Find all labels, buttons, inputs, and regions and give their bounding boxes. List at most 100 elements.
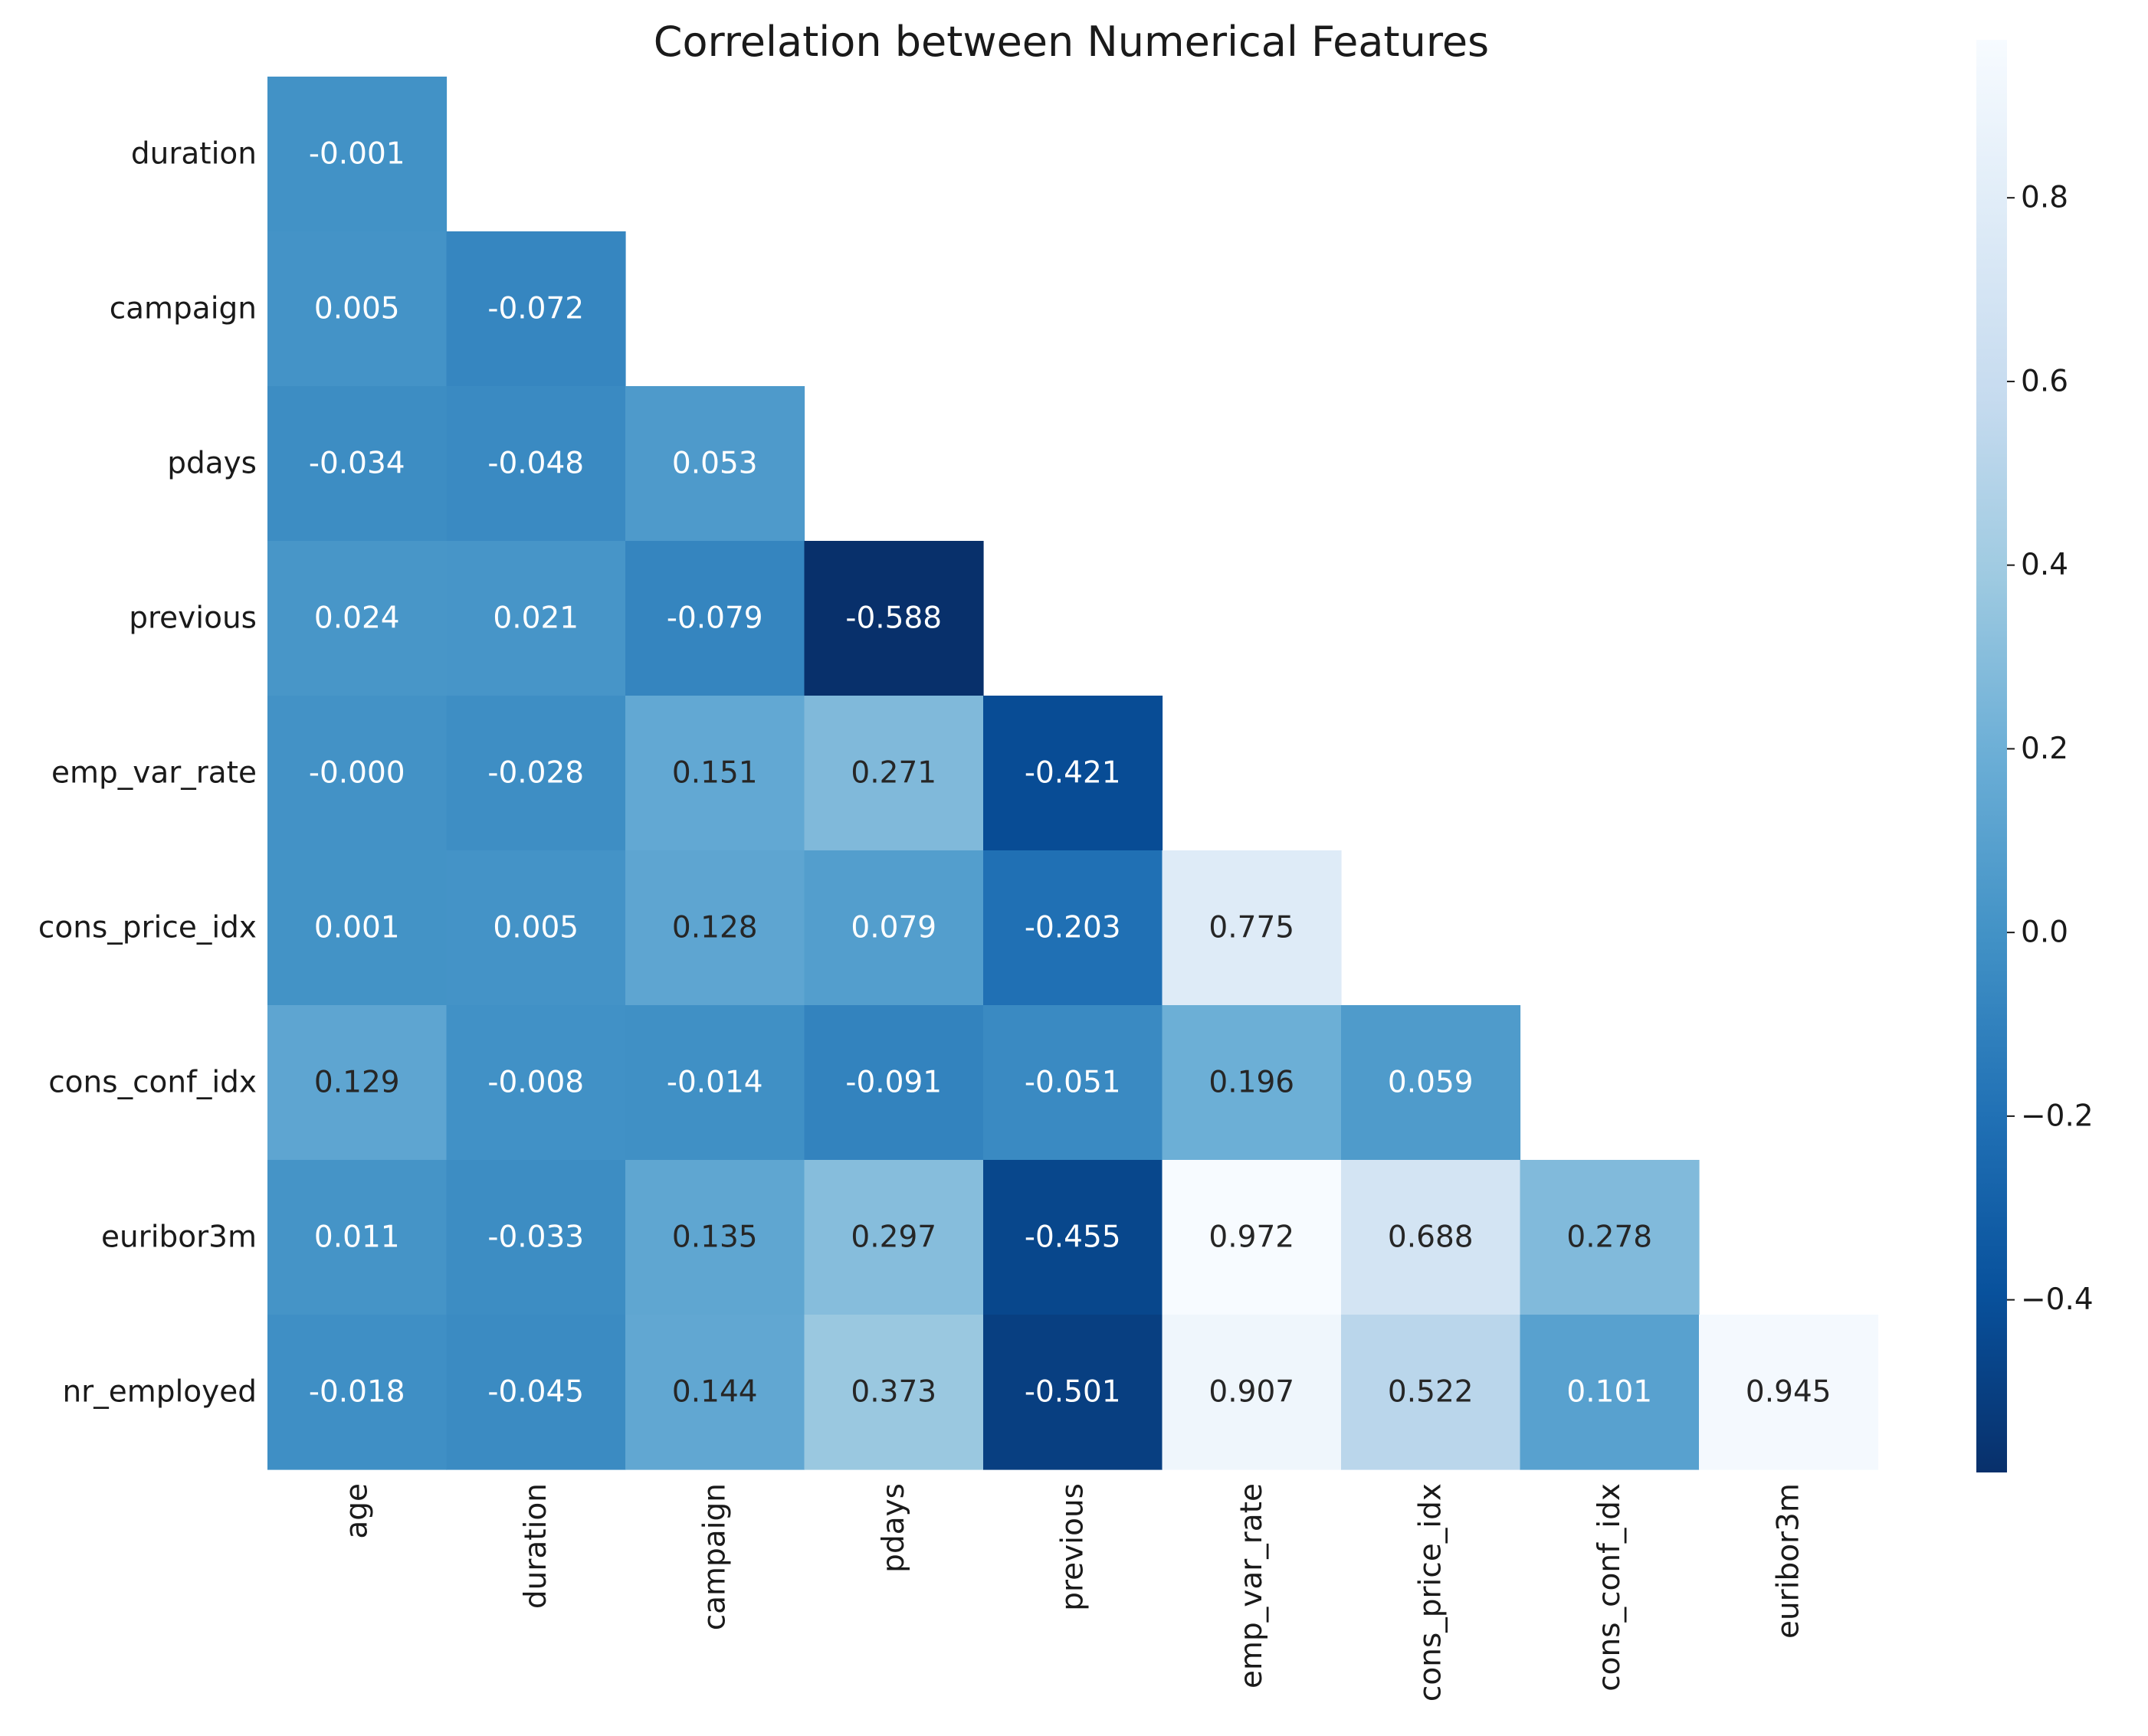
heatmap-cell-pdays-campaign bbox=[625, 386, 805, 542]
cell-value-label: -0.051 bbox=[1025, 1066, 1121, 1100]
heatmap-cell-cons_conf_idx-age bbox=[267, 1005, 448, 1161]
cell-value-label: -0.045 bbox=[487, 1375, 584, 1410]
cell-value-label: 0.059 bbox=[1388, 1066, 1474, 1100]
cell-value-label: 0.151 bbox=[672, 756, 758, 791]
heatmap-cell-nr_employed-euribor3m bbox=[1699, 1315, 1879, 1470]
y-tick-label-campaign: campaign bbox=[110, 292, 257, 326]
colorbar: 0.8 0.6 0.4 0.2 0.0 −0.2 −0.4 bbox=[1976, 40, 2094, 1472]
cell-value-label: -0.000 bbox=[309, 756, 405, 791]
heatmap-cell-previous-age bbox=[267, 541, 448, 696]
cell-value-label: -0.048 bbox=[487, 447, 584, 481]
cell-value-label: 0.688 bbox=[1388, 1220, 1474, 1255]
cell-value-label: 0.079 bbox=[851, 911, 936, 945]
y-tick-label-duration: duration bbox=[131, 137, 257, 172]
heatmap-cell-emp_var_rate-age bbox=[267, 696, 448, 851]
cell-value-label: 0.271 bbox=[851, 756, 936, 791]
cell-value-label: 0.945 bbox=[1746, 1375, 1832, 1410]
heatmap-cell-cons_conf_idx-cons_price_idx bbox=[1341, 1005, 1521, 1161]
x-tick-label-emp_var_rate: emp_var_rate bbox=[1235, 1483, 1269, 1689]
cell-value-label: 0.278 bbox=[1566, 1220, 1652, 1255]
cell-value-label: -0.033 bbox=[487, 1220, 584, 1255]
heatmap-cell-cons_price_idx-emp_var_rate bbox=[1162, 850, 1342, 1006]
heatmap-cell-campaign-duration bbox=[446, 231, 626, 387]
heatmap-cell-duration-age bbox=[267, 77, 448, 232]
cell-value-label: 0.522 bbox=[1388, 1375, 1474, 1410]
heatmap-cell-previous-campaign bbox=[625, 541, 805, 696]
y-tick-label-cons_conf_idx: cons_conf_idx bbox=[48, 1066, 257, 1100]
cell-value-label: -0.018 bbox=[309, 1375, 405, 1410]
heatmap-cell-nr_employed-previous bbox=[983, 1315, 1163, 1470]
cell-value-label: -0.014 bbox=[667, 1066, 763, 1100]
y-tick-label-previous: previous bbox=[129, 601, 257, 636]
heatmap-cell-cons_conf_idx-campaign bbox=[625, 1005, 805, 1161]
cell-value-label: 0.129 bbox=[314, 1066, 400, 1100]
cell-value-label: -0.001 bbox=[309, 137, 405, 172]
heatmap-cell-previous-duration bbox=[446, 541, 626, 696]
cell-value-label: 0.101 bbox=[1566, 1375, 1652, 1410]
y-tick-label-euribor3m: euribor3m bbox=[101, 1220, 257, 1255]
heatmap-cell-cons_price_idx-age bbox=[267, 850, 448, 1006]
heatmap-cell-cons_price_idx-duration bbox=[446, 850, 626, 1006]
cell-value-label: -0.455 bbox=[1025, 1220, 1121, 1255]
heatmap-cell-pdays-age bbox=[267, 386, 448, 542]
heatmap-cell-cons_conf_idx-previous bbox=[983, 1005, 1163, 1161]
cell-value-label: 0.011 bbox=[314, 1220, 400, 1255]
cell-value-label: -0.091 bbox=[845, 1066, 942, 1100]
colorbar-tick-label: 0.8 bbox=[2021, 181, 2068, 215]
heatmap-cell-nr_employed-campaign bbox=[625, 1315, 805, 1470]
heatmap-cell-euribor3m-cons_price_idx bbox=[1341, 1160, 1521, 1315]
heatmap-cell-nr_employed-pdays bbox=[804, 1315, 984, 1470]
y-tick-label-pdays: pdays bbox=[167, 447, 257, 481]
cell-value-label: 0.297 bbox=[851, 1220, 936, 1255]
y-tick-label-nr_employed: nr_employed bbox=[62, 1375, 257, 1410]
heatmap-cell-pdays-duration bbox=[446, 386, 626, 542]
cell-value-label: -0.034 bbox=[309, 447, 405, 481]
heatmap-cell-nr_employed-cons_conf_idx bbox=[1520, 1315, 1700, 1470]
cell-value-label: -0.079 bbox=[667, 601, 763, 636]
x-tick-label-cons_price_idx: cons_price_idx bbox=[1413, 1483, 1448, 1702]
heatmap-cell-nr_employed-cons_price_idx bbox=[1341, 1315, 1521, 1470]
cell-value-label: 0.972 bbox=[1208, 1220, 1294, 1255]
heatmap-cell-euribor3m-campaign bbox=[625, 1160, 805, 1315]
heatmap-cell-cons_price_idx-pdays bbox=[804, 850, 984, 1006]
heatmap-cell-emp_var_rate-pdays bbox=[804, 696, 984, 851]
cell-value-label: 0.053 bbox=[672, 447, 758, 481]
heatmap-cell-nr_employed-duration bbox=[446, 1315, 626, 1470]
heatmap-cell-cons_price_idx-campaign bbox=[625, 850, 805, 1006]
heatmap-cell-euribor3m-previous bbox=[983, 1160, 1163, 1315]
heatmap-cell-euribor3m-cons_conf_idx bbox=[1520, 1160, 1700, 1315]
x-tick-label-duration: duration bbox=[519, 1483, 553, 1609]
cell-value-label: -0.421 bbox=[1025, 756, 1121, 791]
heatmap-cell-euribor3m-age bbox=[267, 1160, 448, 1315]
chart-title: Correlation between Numerical Features bbox=[654, 18, 1489, 66]
cell-value-label: 0.005 bbox=[314, 292, 400, 326]
colorbar-tick-label: 0.2 bbox=[2021, 732, 2068, 766]
heatmap-cell-euribor3m-emp_var_rate bbox=[1162, 1160, 1342, 1315]
heatmap-cell-emp_var_rate-previous bbox=[983, 696, 1163, 851]
cell-value-label: 0.128 bbox=[672, 911, 758, 945]
cell-value-label: -0.028 bbox=[487, 756, 584, 791]
cell-value-label: -0.008 bbox=[487, 1066, 584, 1100]
y-tick-labels: duration campaign pdays previous emp_var_rat… bbox=[38, 137, 257, 1410]
x-tick-label-campaign: campaign bbox=[697, 1483, 732, 1630]
cell-value-label: 0.196 bbox=[1208, 1066, 1294, 1100]
heatmap-cell-cons_price_idx-previous bbox=[983, 850, 1163, 1006]
heatmap-cell-nr_employed-age bbox=[267, 1315, 448, 1470]
heatmap-cell-cons_conf_idx-pdays bbox=[804, 1005, 984, 1161]
colorbar-gradient bbox=[1976, 40, 2007, 1472]
x-tick-label-previous: previous bbox=[1055, 1483, 1090, 1611]
cell-value-label: 0.005 bbox=[493, 911, 579, 945]
cell-value-label: -0.588 bbox=[845, 601, 942, 636]
cell-value-label: 0.135 bbox=[672, 1220, 758, 1255]
x-tick-label-cons_conf_idx: cons_conf_idx bbox=[1592, 1483, 1627, 1692]
cell-value-label: 0.373 bbox=[851, 1375, 936, 1410]
heatmap-cell-euribor3m-pdays bbox=[804, 1160, 984, 1315]
cell-value-label: -0.072 bbox=[487, 292, 584, 326]
colorbar-tick-label: −0.4 bbox=[2021, 1282, 2094, 1317]
heatmap-cells: -0.001 0.005 -0.072 -0.034 -0.048 0.053 0.024 0… bbox=[267, 77, 1879, 1470]
colorbar-tick-label: 0.0 bbox=[2021, 915, 2068, 950]
cell-value-label: 0.907 bbox=[1208, 1375, 1294, 1410]
cell-value-label: 0.775 bbox=[1208, 911, 1294, 945]
